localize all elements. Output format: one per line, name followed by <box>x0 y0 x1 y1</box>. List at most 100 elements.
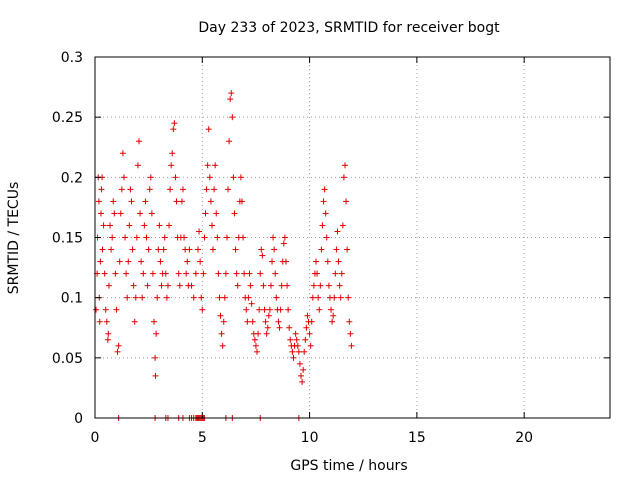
data-point <box>260 282 267 289</box>
data-point <box>96 318 103 325</box>
data-point <box>258 246 265 253</box>
data-point <box>208 222 215 229</box>
data-point <box>176 282 183 289</box>
data-point <box>233 270 240 277</box>
data-point <box>339 222 346 229</box>
data-point <box>102 306 109 313</box>
x-tick-label: 0 <box>91 430 100 446</box>
data-point <box>108 246 115 253</box>
data-point <box>298 372 304 379</box>
data-point <box>181 234 188 241</box>
data-point <box>97 258 104 265</box>
data-point <box>278 282 285 289</box>
data-point <box>134 162 141 169</box>
data-point <box>123 270 130 277</box>
data-point <box>346 318 353 325</box>
data-point <box>338 270 345 277</box>
data-point <box>313 258 320 265</box>
data-point <box>153 330 160 337</box>
data-point <box>213 210 220 217</box>
data-point <box>290 354 297 361</box>
data-point <box>222 270 229 277</box>
data-point <box>169 150 176 157</box>
data-point <box>197 258 204 265</box>
data-point <box>295 348 302 355</box>
data-point <box>184 258 191 265</box>
data-point <box>309 294 316 301</box>
data-point <box>332 270 339 277</box>
data-point <box>117 210 124 217</box>
data-point <box>146 186 153 193</box>
data-point <box>284 282 291 289</box>
data-point <box>173 198 180 205</box>
data-point <box>215 270 222 277</box>
y-tick-label: 0.05 <box>52 351 83 367</box>
data-point <box>264 324 271 331</box>
y-tick-label: 0.15 <box>52 231 83 247</box>
data-point <box>302 336 309 343</box>
data-point <box>287 336 294 343</box>
data-point <box>234 282 241 289</box>
data-point <box>141 222 148 229</box>
data-point <box>219 342 226 349</box>
data-point <box>289 348 296 355</box>
data-point <box>322 210 329 217</box>
data-point <box>192 270 199 277</box>
data-point <box>167 186 174 193</box>
data-point <box>131 318 138 325</box>
x-tick-label: 5 <box>198 430 207 446</box>
data-point <box>156 222 163 229</box>
data-point <box>293 336 300 343</box>
data-point <box>345 294 352 301</box>
data-point <box>154 294 161 301</box>
data-point <box>101 270 108 277</box>
data-point <box>128 198 135 205</box>
data-point <box>93 306 100 313</box>
data-point <box>229 114 236 121</box>
data-point <box>255 330 262 337</box>
data-point <box>315 294 322 301</box>
data-point <box>227 96 234 103</box>
data-point <box>214 234 221 241</box>
data-point <box>324 258 331 265</box>
data-point <box>166 222 173 229</box>
data-point <box>126 222 133 229</box>
data-point <box>203 186 210 193</box>
data-point <box>105 330 112 337</box>
data-point <box>320 198 327 205</box>
data-point <box>265 312 272 319</box>
data-point <box>161 234 168 241</box>
data-point <box>285 306 292 313</box>
data-point <box>137 210 144 217</box>
data-point <box>170 126 177 133</box>
y-tick-label: 0.2 <box>61 170 83 186</box>
data-point <box>188 282 195 289</box>
data-point <box>270 234 277 241</box>
y-tick-label: 0.25 <box>52 110 83 126</box>
data-point <box>144 282 151 289</box>
y-tick-label: 0 <box>74 411 83 427</box>
data-point <box>286 324 293 331</box>
data-point <box>148 210 155 217</box>
data-point <box>294 342 301 349</box>
data-point <box>201 234 208 241</box>
grid-lines <box>95 57 610 418</box>
data-point <box>207 198 214 205</box>
data-point <box>110 198 117 205</box>
data-point <box>175 270 182 277</box>
data-point <box>228 90 235 97</box>
data-point <box>199 306 206 313</box>
data-point <box>249 318 256 325</box>
x-axis-label: GPS time / hours <box>290 458 407 474</box>
x-tick-label: 10 <box>301 430 319 446</box>
axis-ticks: 0 5 10 15 20 0 0.05 0.1 0.15 0.2 0.25 0.3 <box>52 50 610 446</box>
data-point <box>143 234 150 241</box>
data-point <box>125 258 132 265</box>
data-point <box>152 372 159 379</box>
data-point <box>325 282 332 289</box>
data-point <box>120 174 127 181</box>
data-point <box>296 360 303 367</box>
data-points <box>93 90 355 421</box>
y-tick-label: 0.1 <box>61 291 83 307</box>
data-point <box>232 246 239 253</box>
